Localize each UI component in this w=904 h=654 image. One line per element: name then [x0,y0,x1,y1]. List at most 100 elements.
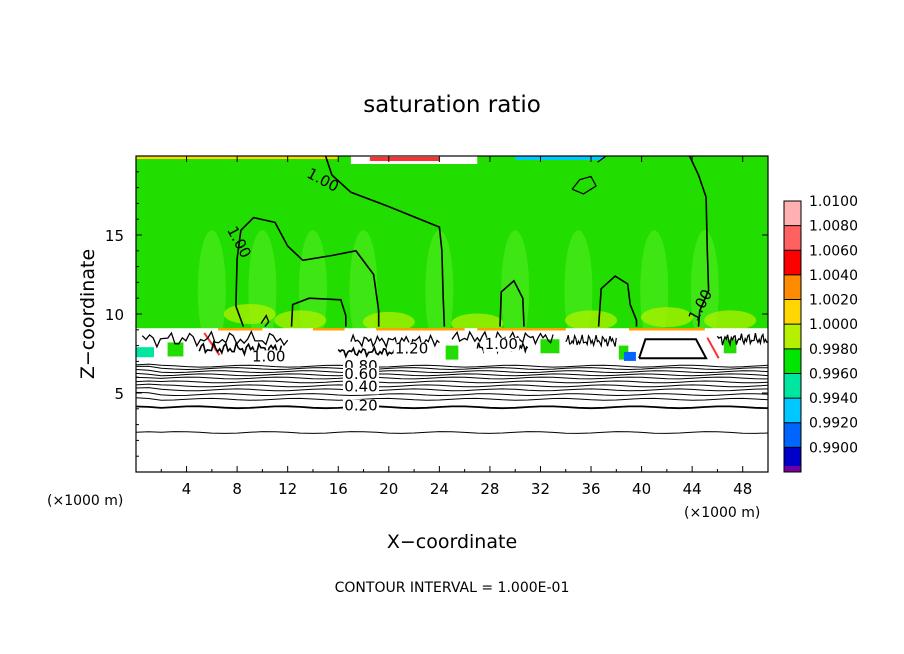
y-tick-label: 10 [105,306,124,324]
colorbar-label: 1.0060 [809,243,858,259]
field-patch [362,311,415,332]
colorbar-swatch [784,274,801,301]
colorbar-label: 0.9900 [809,440,858,456]
field-patch [704,310,757,331]
contour-line-lower [136,363,768,368]
contour-line-lower [136,365,768,371]
contour-label: 1.00 [485,335,518,353]
colorbar-swatch [784,250,801,276]
field-top-red [369,157,440,161]
colorbar-label: 0.9960 [809,366,858,382]
contour-label: 0.60 [344,365,377,383]
field-streak [197,230,226,351]
contour-label-bg [483,337,520,352]
y-axis-label: Z−coordinate [77,249,99,379]
x-tick-label: 40 [632,480,651,498]
field-patch [565,310,618,331]
x-tick-label: 48 [733,480,752,498]
contour-label-bg [342,399,379,414]
heatmap-field [136,156,768,472]
contour-line [597,275,638,327]
colorbar-swatch [784,398,801,424]
contour-label-bg [342,367,379,382]
x-unit-left: (×1000 m) [47,493,123,509]
colorbar-label: 0.9940 [809,391,858,407]
contour-line-box [638,338,708,360]
colorbar-label: 0.9980 [809,342,858,358]
contour-line-cloud [565,333,617,348]
colorbar-frame [783,200,802,473]
contour-line [235,216,380,327]
colorbar-label: 1.0100 [809,194,858,210]
colorbar-label: 1.0040 [809,268,858,284]
x-unit-right: (×1000 m) [684,505,760,521]
contour-line-lower [136,369,768,374]
x-tick-label: 28 [480,480,499,498]
y-tick-label: 15 [105,227,124,245]
contour-line [571,175,597,195]
field-lower [136,364,768,472]
x-tick-label: 8 [232,480,242,498]
cloud-gap-blue [623,351,636,361]
contour-line [688,156,710,327]
colorbar-swatch [784,201,801,227]
contour-line [290,297,347,327]
x-tick-label: 24 [430,480,449,498]
contour-line-lower [136,431,768,434]
contour-line [499,279,525,327]
contour-line-lower [136,383,768,388]
contour-label-bg [250,350,287,365]
contour-label: 1.00 [252,347,285,365]
colorbar-label: 0.9920 [809,416,858,432]
x-tick-label: 16 [329,480,348,498]
cloud-gap-cyan [136,347,154,358]
cloud-gap [618,345,629,360]
colorbar: 1.0100 1.0080 1.0060 1.0040 1.0020 1.0000 0.99… [783,194,858,473]
colorbar-swatch [784,422,801,448]
contour-line-cloud [141,329,289,349]
cloud-rim-red [706,337,720,359]
colorbar-label: 1.0020 [809,293,858,309]
cloud-gap [167,342,184,357]
colorbar-swatch [784,299,801,325]
contour-line-lower [136,376,768,380]
contour-line-lower [136,397,768,401]
field-streak [501,230,530,351]
field-top-cyan [515,156,604,160]
contour-label: 0.20 [344,396,377,414]
y-tick-label: 5 [114,385,124,403]
chart-title: saturation ratio [363,92,541,118]
colorbar-swatch [784,324,801,350]
colorbar-swatch [784,348,801,374]
x-tick-label: 20 [379,480,398,498]
contour-line [324,156,446,327]
colorbar-label: 1.0080 [809,219,858,235]
field-patch [640,307,693,328]
contour-line-cloud [716,332,768,347]
contour-line [260,314,270,328]
contour-line-lower [136,380,768,384]
contour-line [597,156,607,163]
field-patch [274,310,327,331]
contour-label: 0.40 [344,377,377,395]
x-tick-label: 12 [278,480,297,498]
cloud-gap [445,345,459,360]
colorbar-bottom [784,466,801,472]
x-tick-label: 32 [531,480,550,498]
contour-label: 1.20 [395,340,428,358]
contour-line-lower [136,391,768,397]
contour-line-cloud [350,333,440,349]
x-axis-label: X−coordinate [387,531,517,553]
contour-line-lower [136,387,768,392]
colorbar-label: 1.0000 [809,317,858,333]
cloud-gap [723,339,737,354]
cloud-gap [540,339,560,354]
contour-line-lower [136,405,768,410]
x-tick-label: 36 [581,480,600,498]
contour-label-bg [393,342,430,357]
colorbar-swatch [784,225,801,251]
x-tick-label: 4 [182,480,192,498]
x-tick-label: 44 [683,480,702,498]
